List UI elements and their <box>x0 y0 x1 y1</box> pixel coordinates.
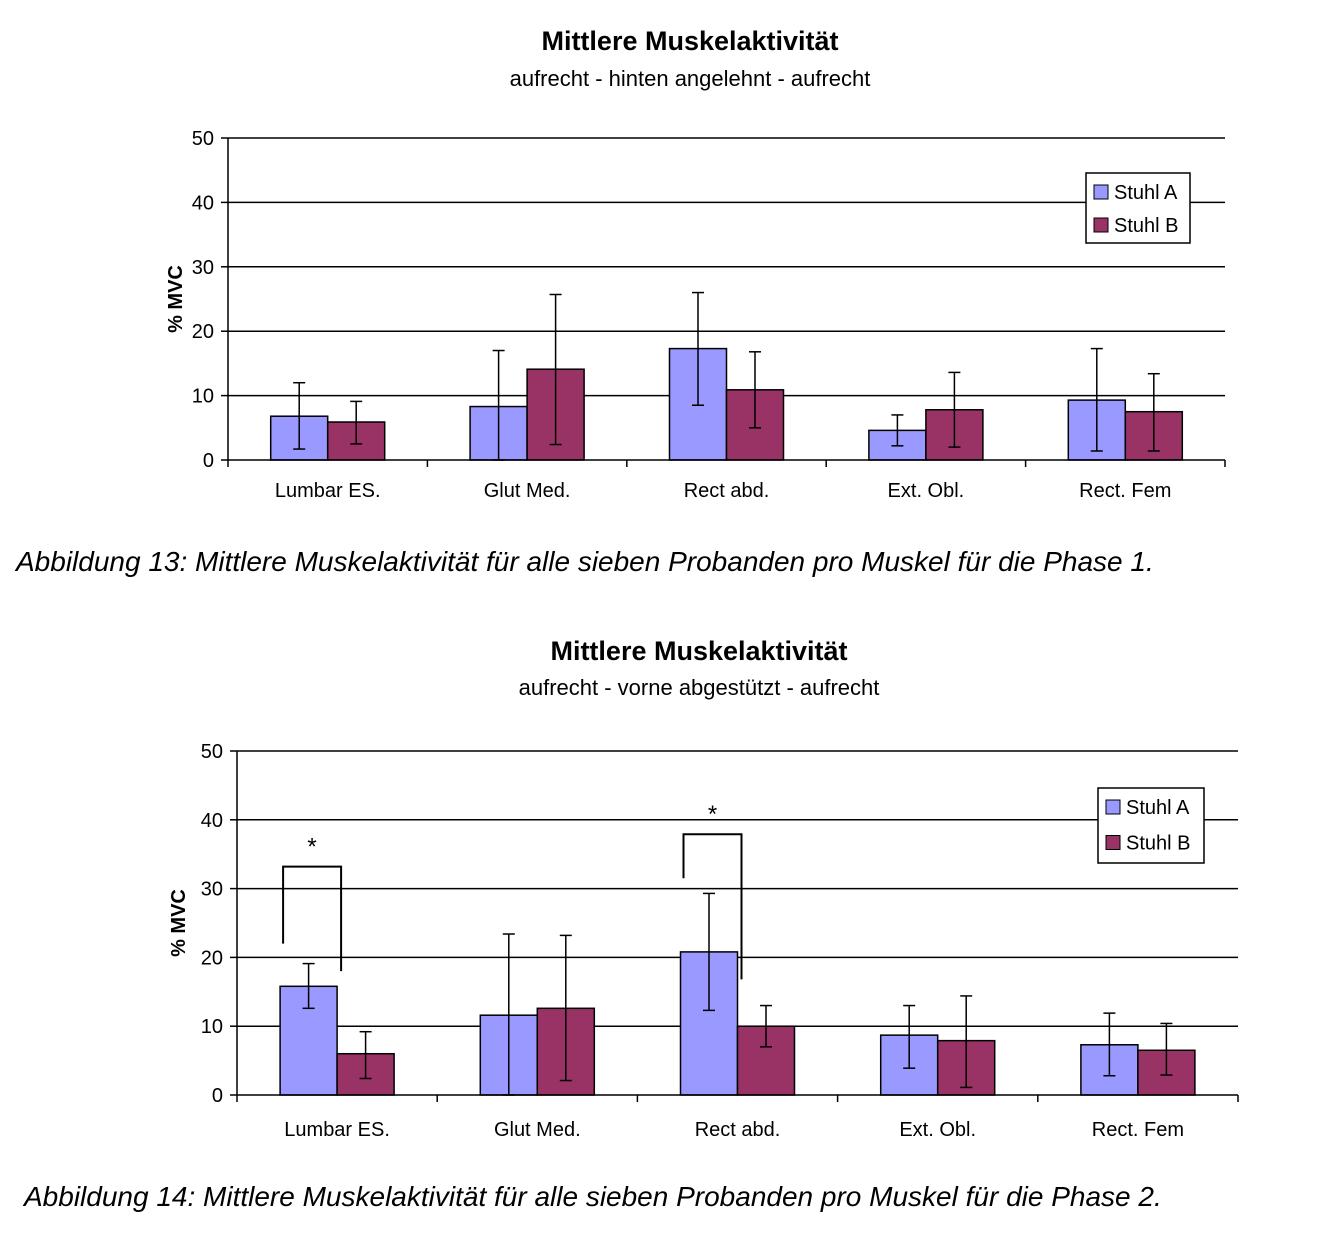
y-tick-label: 20 <box>201 947 223 969</box>
legend-label: Stuhl B <box>1114 215 1178 237</box>
chart-title: Mittlere Muskelaktivität <box>541 26 838 56</box>
x-tick-label: Lumbar ES. <box>275 480 381 502</box>
bar-chart-phase-1: Mittlere Muskelaktivität aufrecht - hinte… <box>165 26 1226 502</box>
x-tick-label: Rect abd. <box>695 1119 781 1141</box>
x-tick-label: Rect. Fem <box>1092 1119 1184 1141</box>
legend-swatch <box>1093 184 1109 200</box>
y-tick-label: 10 <box>192 386 214 408</box>
y-tick-label: 30 <box>201 879 223 901</box>
y-tick-label: 50 <box>192 128 214 150</box>
y-tick-label: 40 <box>201 810 223 832</box>
significance-marker: * <box>307 834 316 861</box>
legend-label: Stuhl A <box>1126 797 1190 819</box>
figure-caption: Abbildung 13: Mittlere Muskelaktivität f… <box>16 546 1154 577</box>
y-tick-label: 20 <box>192 321 214 343</box>
chart-title: Mittlere Muskelaktivität <box>550 636 847 666</box>
bar-chart-phase-2: Mittlere Muskelaktivität aufrecht - vorne… <box>168 636 1239 1141</box>
significance-bracket <box>282 865 343 972</box>
legend-swatch <box>1093 217 1109 233</box>
x-tick-label: Glut Med. <box>494 1119 581 1141</box>
y-tick-label: 0 <box>212 1085 223 1107</box>
legend-label: Stuhl A <box>1114 182 1178 204</box>
y-axis-label: % MVC <box>165 265 187 333</box>
legend-swatch <box>1105 835 1121 850</box>
y-tick-label: 40 <box>192 192 214 214</box>
y-tick-label: 10 <box>201 1016 223 1038</box>
legend-swatch <box>1105 799 1121 815</box>
figure-caption: Abbildung 14: Mittlere Muskelaktivität f… <box>24 1181 1162 1212</box>
y-axis-label: % MVC <box>168 889 190 957</box>
figure-13: Mittlere Muskelaktivität aufrecht - hinte… <box>0 0 1326 600</box>
x-tick-label: Rect. Fem <box>1079 480 1171 502</box>
significance-bracket <box>682 833 743 980</box>
x-tick-label: Ext. Obl. <box>899 1119 976 1141</box>
significance-marker: * <box>708 801 717 828</box>
y-tick-label: 30 <box>192 257 214 279</box>
y-tick-label: 50 <box>201 741 223 763</box>
x-tick-label: Rect abd. <box>684 480 770 502</box>
chart-subtitle: aufrecht - hinten angelehnt - aufrecht <box>510 66 871 91</box>
x-tick-label: Ext. Obl. <box>888 480 965 502</box>
x-tick-label: Lumbar ES. <box>284 1119 390 1141</box>
y-tick-label: 0 <box>203 450 214 472</box>
x-tick-label: Glut Med. <box>484 480 571 502</box>
legend-label: Stuhl B <box>1126 833 1190 855</box>
chart-subtitle: aufrecht - vorne abgestützt - aufrecht <box>519 675 880 700</box>
figure-14: Mittlere Muskelaktivität aufrecht - vorne… <box>0 615 1326 1233</box>
